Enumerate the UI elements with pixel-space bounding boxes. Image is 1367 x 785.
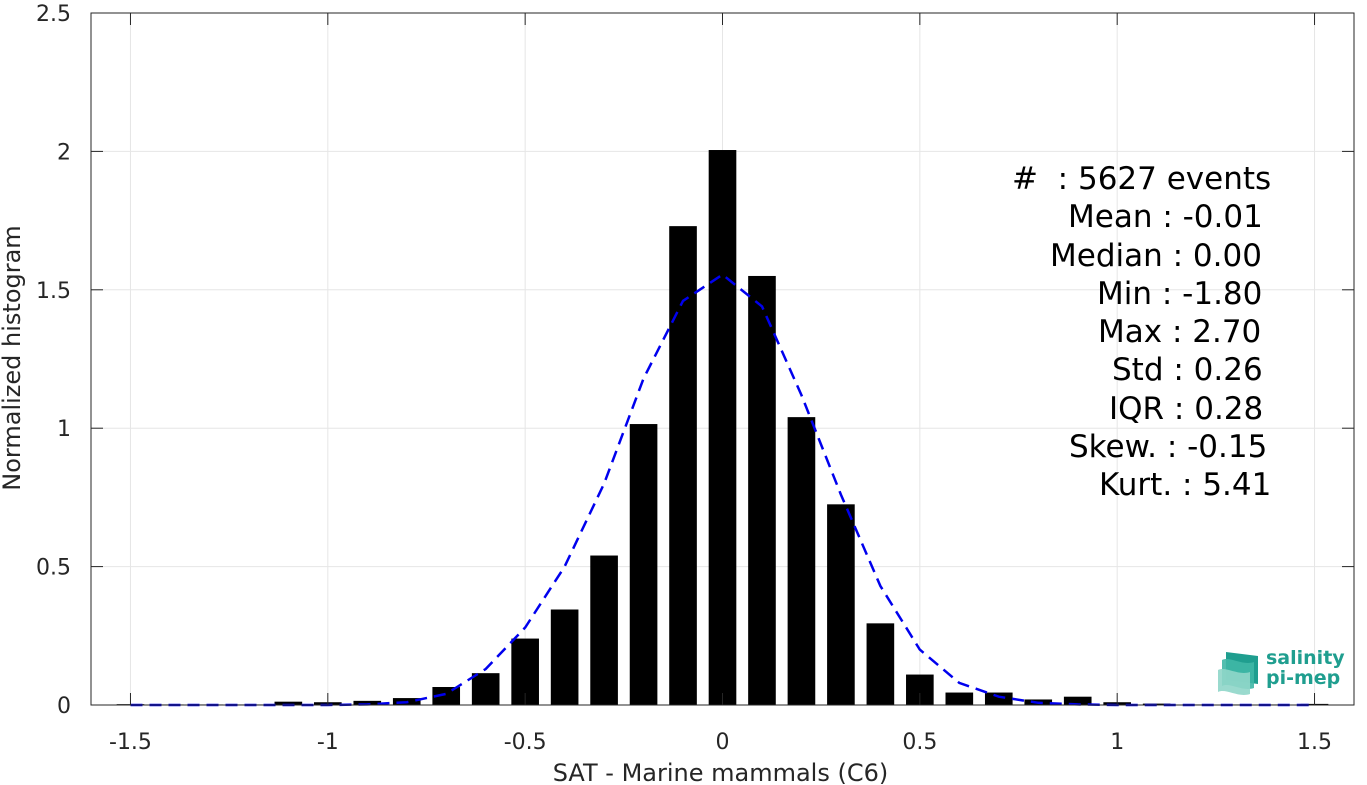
statistics-box: # : 5627 events Mean : -0.01 Median : 0.…: [960, 160, 1280, 505]
salinity-waves-icon: [1218, 652, 1258, 695]
x-tick-label-2: -0.5: [504, 730, 547, 755]
y-tick-label-5: 2.5: [36, 2, 71, 27]
bar-19: [866, 623, 895, 705]
bar-9: [471, 673, 500, 705]
x-axis-ticks: -1.5 -1 -0.5 0 0.5 1 1.5: [109, 13, 1332, 755]
bar-16: [748, 275, 776, 705]
stat-kurt: Kurt. : 5.41: [1099, 467, 1272, 504]
stat-mean: Mean : -0.01: [1068, 199, 1263, 236]
stat-skew: Skew. : -0.15: [1069, 429, 1268, 466]
x-tick-label-6: 1.5: [1297, 730, 1332, 755]
histogram-bars: [116, 150, 1329, 706]
y-tick-label-0: 0: [57, 694, 71, 719]
bar-21: [945, 692, 974, 705]
x-axis-label: SAT - Marine mammals (C6): [553, 759, 888, 785]
stat-std: Std : 0.26: [1112, 352, 1263, 389]
bar-4: [274, 701, 303, 705]
y-axis-ticks: 0 0.5 1 1.5 2 2.5: [36, 2, 1354, 719]
x-tick-label-1: -1: [317, 730, 339, 755]
y-tick-label-1: 0.5: [36, 556, 71, 581]
x-tick-label-5: 1: [1110, 730, 1124, 755]
x-tick-label-3: 0: [716, 730, 730, 755]
x-tick-label-0: -1.5: [109, 730, 152, 755]
salinity-pi-mep-logo: salinity pi-mep: [1216, 646, 1346, 696]
bar-17: [787, 417, 816, 705]
stat-min: Min : -1.80: [1097, 275, 1263, 312]
y-axis-label: Normalized histogram: [0, 225, 26, 490]
bar-14: [669, 226, 697, 706]
bar-13: [629, 424, 658, 705]
bar-18: [827, 504, 855, 705]
logo-text-pi-mep: pi-mep: [1266, 667, 1341, 689]
stat-iqr: IQR : 0.28: [1109, 390, 1264, 427]
stat-max: Max : 2.70: [1098, 314, 1262, 351]
bar-6: [353, 700, 382, 705]
bar-11: [550, 609, 579, 705]
x-tick-label-4: 0.5: [902, 730, 937, 755]
stat-events: # : 5627 events: [1012, 161, 1272, 197]
logo-text-salinity: salinity: [1266, 647, 1345, 669]
stat-median: Median : 0.00: [1050, 237, 1262, 274]
bar-22: [984, 692, 1013, 705]
y-tick-label-4: 2: [57, 140, 71, 165]
y-tick-label-3: 1.5: [36, 279, 71, 304]
bar-24: [1063, 696, 1092, 705]
bar-12: [590, 555, 618, 705]
bar-8: [432, 687, 461, 705]
y-tick-label-2: 1: [57, 417, 71, 442]
bar-15: [708, 150, 737, 706]
